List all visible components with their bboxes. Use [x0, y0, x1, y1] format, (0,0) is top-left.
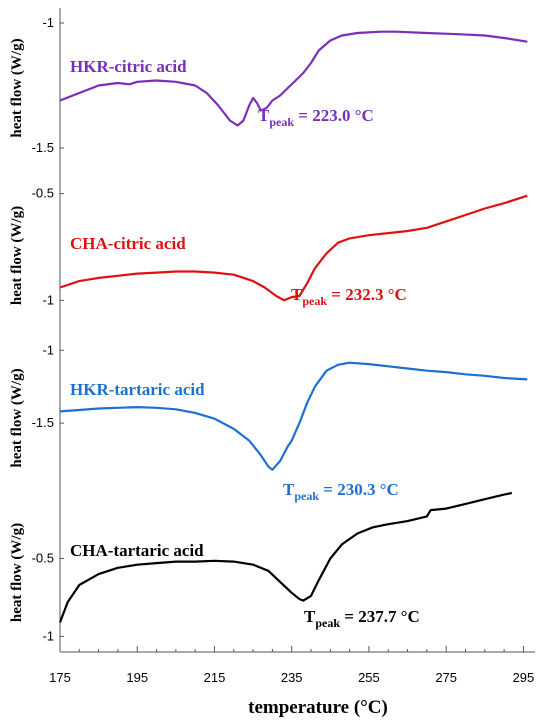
x-tick-label: 215 — [204, 670, 226, 685]
series-label: CHA-citric acid — [70, 234, 186, 253]
x-tick-label: 235 — [281, 670, 303, 685]
y-tick-label: -1 — [42, 342, 54, 357]
series-line-2 — [59, 194, 528, 302]
y-tick-label: -1 — [42, 15, 54, 30]
x-tick-label: 195 — [126, 670, 148, 685]
panel-4: -0.5 -1 heat flow (W/g) CHA-tartaric acid Tp… — [9, 491, 513, 652]
x-tick-label: 275 — [435, 670, 457, 685]
series-label: HKR-tartaric acid — [70, 380, 205, 399]
y-tick-label: -0.5 — [32, 186, 54, 201]
y-tick-label: -1.5 — [32, 415, 54, 430]
y-axis-title: heat flow (W/g) — [9, 38, 25, 137]
series-line-1 — [59, 30, 528, 127]
y-tick-label: -0.5 — [32, 550, 54, 565]
y-axis-title: heat flow (W/g) — [9, 206, 25, 305]
peak-annotation: Tpeak = 223.0 °C — [258, 106, 374, 129]
y-tick-label: -1 — [42, 628, 54, 643]
series-line-3 — [59, 361, 528, 471]
peak-annotation: Tpeak = 230.3 °C — [283, 480, 399, 503]
y-axis-title: heat flow (W/g) — [9, 368, 25, 467]
y-axis-title: heat flow (W/g) — [9, 523, 25, 622]
x-tick-label: 175 — [49, 670, 71, 685]
series-label: CHA-tartaric acid — [70, 541, 204, 560]
panel-1: -1 -1.5 heat flow (W/g) HKR-citric acid Tpea… — [9, 8, 528, 168]
series-label: HKR-citric acid — [70, 57, 187, 76]
panel-2: -0.5 -1 heat flow (W/g) CHA-citric acid Tpea… — [9, 168, 528, 343]
x-tick-label: 255 — [358, 670, 380, 685]
series-line-4 — [58, 491, 513, 623]
y-tick-label: -1 — [42, 292, 54, 307]
panel-3: -1 -1.5 heat flow (W/g) HKR-tartaric acid Tp… — [9, 342, 528, 503]
peak-annotation: Tpeak = 232.3 °C — [291, 285, 407, 308]
peak-annotation: Tpeak = 237.7 °C — [304, 607, 420, 630]
x-axis-title: temperature (°C) — [248, 697, 388, 718]
y-tick-label: -1.5 — [32, 140, 54, 155]
x-tick-label: 295 — [513, 670, 535, 685]
